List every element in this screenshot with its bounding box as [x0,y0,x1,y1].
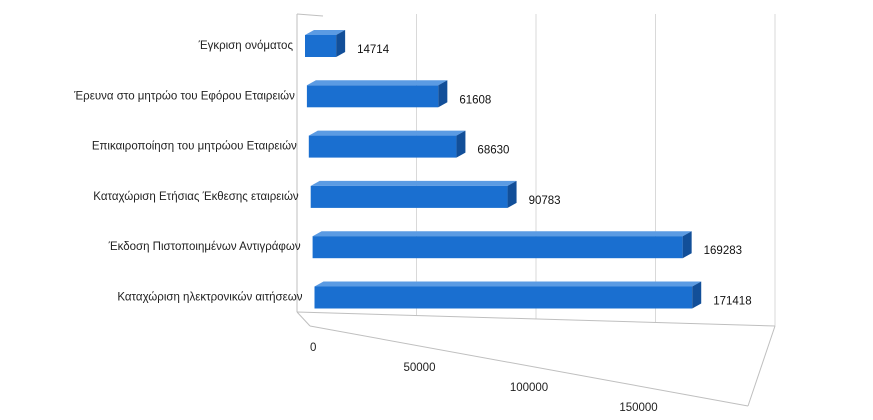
value-label: 14714 [357,44,390,56]
x-tick-label: 150000 [619,402,657,414]
bar-top-face [306,80,448,86]
category-label: Έρευνα στο μητρώο του Εφόρου Εταιρειών [73,90,295,102]
bar-top-face [308,130,466,136]
category-label: Καταχώριση ηλεκτρονικών αιτήσεων [117,292,302,304]
floor-left-edge [296,311,311,327]
bar-side-face [682,231,692,259]
category-label: Έκδοση Πιστοποιημένων Αντιγράφων [108,241,301,253]
bar-front-face [312,236,683,259]
value-label: 61608 [459,94,491,106]
bar-front-face [314,286,693,309]
bar-top-face [312,231,692,237]
bar-side-face [438,80,448,108]
category-label: Έγκριση ονόματος [198,40,294,52]
bar [312,231,692,259]
label-layer: Έγκριση ονόματος 14714 Έρευνα στο μητρώο τ… [73,40,751,414]
bar [305,30,346,57]
x-axis-line [309,325,749,407]
bar [310,180,517,208]
wall-top-edge [296,13,324,17]
bar-layer [305,30,702,309]
bar [306,80,448,108]
bar-top-face [314,281,702,287]
x-tick-label: 0 [310,342,316,354]
value-label: 90783 [529,195,561,207]
floor-right-edge [747,325,776,407]
value-label: 169283 [704,245,742,257]
bar-front-face [310,185,508,208]
bar-side-face [336,30,346,57]
grid-layer [296,13,776,407]
bar-top-face [310,180,517,186]
category-label: Καταχώριση Ετήσιας Έκθεσης εταιρειών [93,191,299,203]
bar [308,130,466,158]
bar-front-face [305,35,337,57]
bar-front-face [306,85,439,108]
value-label: 171418 [713,296,751,308]
bar-side-face [692,281,702,309]
bar [314,281,702,309]
category-label: Επικαιροποίηση του μητρώου Εταιρειών [92,141,297,153]
bar-front-face [308,135,457,158]
x-tick-label: 100000 [510,382,548,394]
floor-back-edge [296,311,776,327]
bar-side-face [507,180,517,208]
bar-top-face [305,30,346,35]
value-label: 68630 [477,145,509,157]
x-tick-label: 50000 [404,362,436,374]
bar-side-face [456,130,466,158]
